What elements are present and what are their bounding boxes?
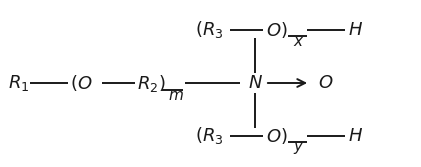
Text: $H$: $H$ [348,21,363,39]
Text: $x$: $x$ [293,35,304,49]
Text: $R_1$: $R_1$ [8,73,29,93]
Text: $R_2)$: $R_2)$ [137,72,165,94]
Text: $O)$: $O)$ [266,126,288,146]
Text: $H$: $H$ [348,127,363,145]
Text: $(R_3$: $(R_3$ [195,20,224,41]
Text: $(O$: $(O$ [70,73,93,93]
Text: $(R_3$: $(R_3$ [195,125,224,146]
Text: $y$: $y$ [293,140,304,156]
Text: $O$: $O$ [318,74,333,92]
Text: $N$: $N$ [248,74,263,92]
Text: $m$: $m$ [168,89,184,103]
Text: $O)$: $O)$ [266,20,288,40]
